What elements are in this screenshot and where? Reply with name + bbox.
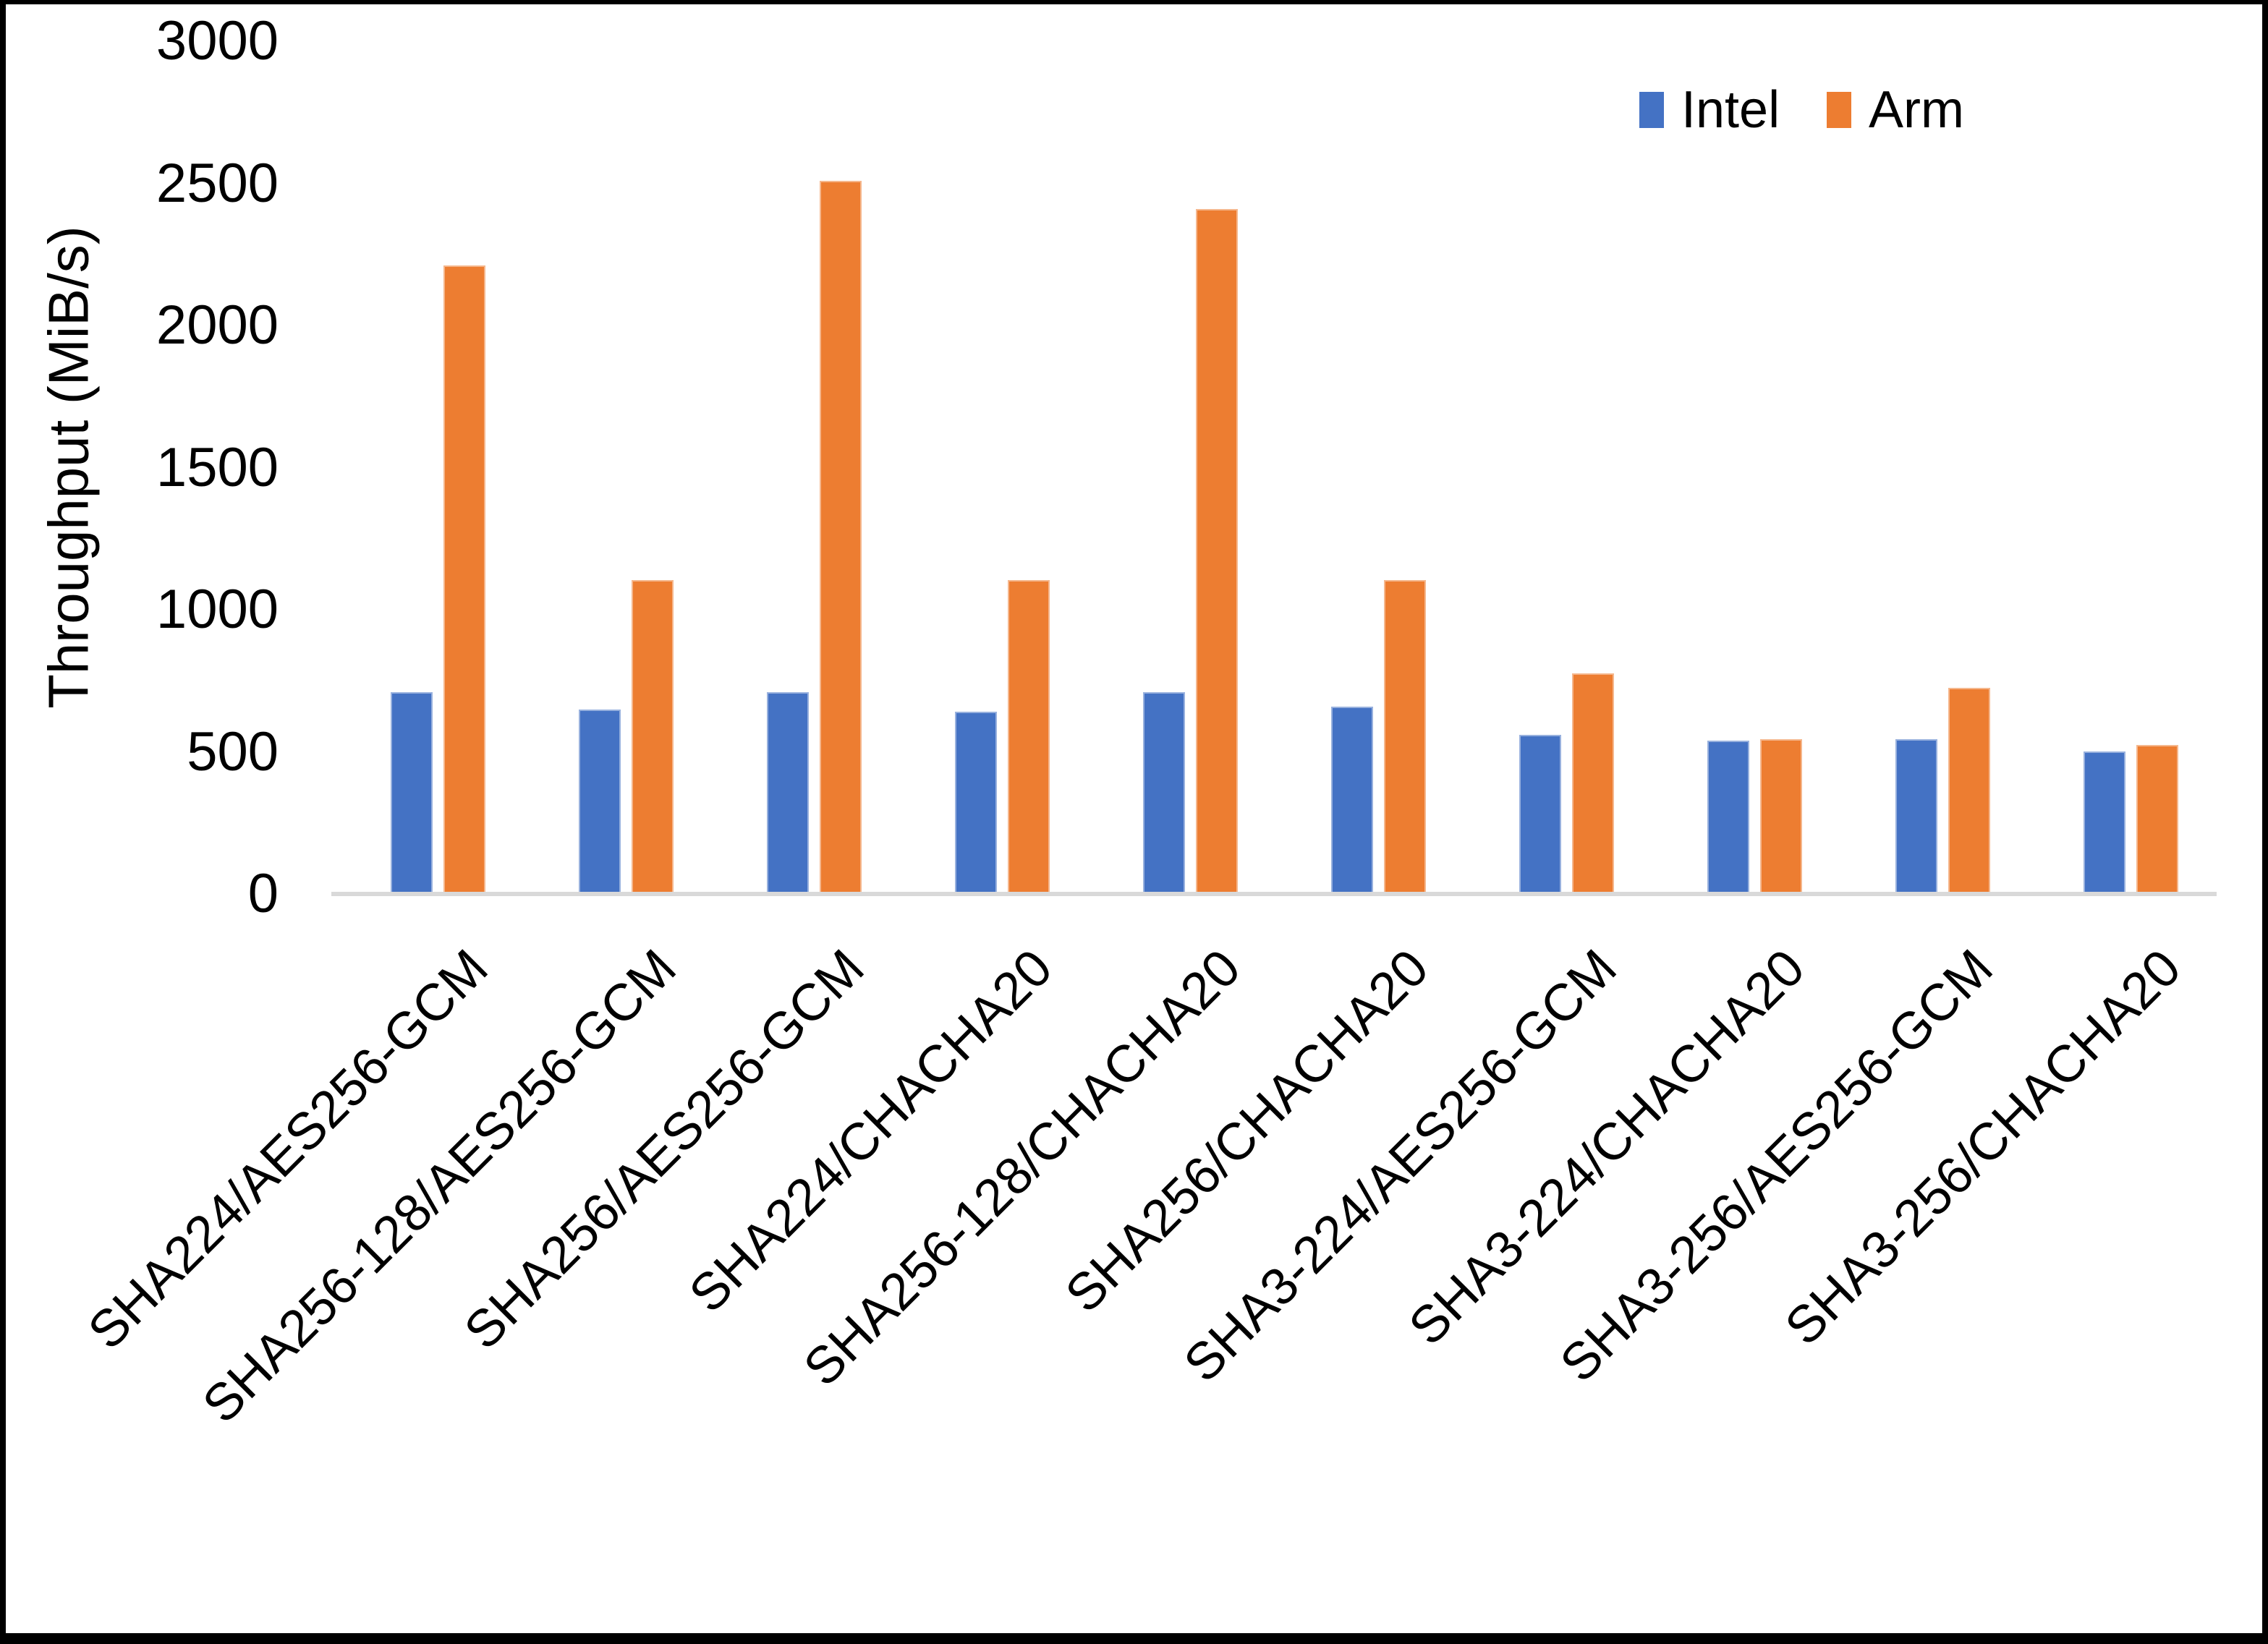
bar-arm-8 [1948, 688, 1990, 894]
x-label-9: SHA3-256/CHACHA20 [1774, 938, 2192, 1357]
bar-arm-3 [1008, 580, 1050, 894]
x-label-3: SHA224/CHACHA20 [678, 938, 1063, 1324]
bar-intel-7 [1707, 741, 1749, 894]
bar-intel-4 [1143, 692, 1185, 894]
bar-intel-8 [1895, 739, 1937, 894]
bar-intel-2 [767, 692, 809, 894]
bar-arm-1 [632, 580, 674, 894]
bar-arm-9 [2136, 745, 2178, 894]
legend-label-intel: Intel [1681, 81, 1780, 139]
x-label-7: SHA3-224/CHACHA20 [1398, 938, 1816, 1357]
intel-legend-swatch-icon [1639, 92, 1664, 128]
bar-intel-3 [955, 712, 997, 894]
bar-arm-4 [1196, 209, 1238, 894]
y-tick-1000: 1000 [156, 579, 279, 640]
legend-item-arm: Arm [1827, 84, 1964, 136]
x-axis-line [331, 892, 2217, 896]
y-tick-3000: 3000 [156, 10, 279, 72]
bar-intel-0 [391, 692, 433, 894]
legend-item-intel: Intel [1639, 84, 1780, 136]
y-tick-0: 0 [247, 863, 279, 924]
bar-arm-7 [1760, 739, 1802, 894]
bar-intel-9 [2084, 751, 2125, 894]
bar-arm-2 [820, 181, 862, 894]
x-label-5: SHA256/CHACHA20 [1054, 938, 1440, 1324]
legend-label-arm: Arm [1869, 81, 1964, 139]
bar-intel-1 [579, 710, 621, 894]
y-tick-2000: 2000 [156, 294, 279, 356]
y-tick-1500: 1500 [156, 436, 279, 498]
y-tick-2500: 2500 [156, 152, 279, 214]
bar-arm-6 [1572, 673, 1614, 894]
arm-legend-swatch-icon [1827, 92, 1851, 128]
bar-intel-5 [1331, 707, 1373, 894]
bar-arm-0 [443, 265, 485, 894]
bar-arm-5 [1384, 580, 1426, 894]
bar-intel-6 [1519, 735, 1561, 894]
y-tick-500: 500 [187, 720, 279, 783]
